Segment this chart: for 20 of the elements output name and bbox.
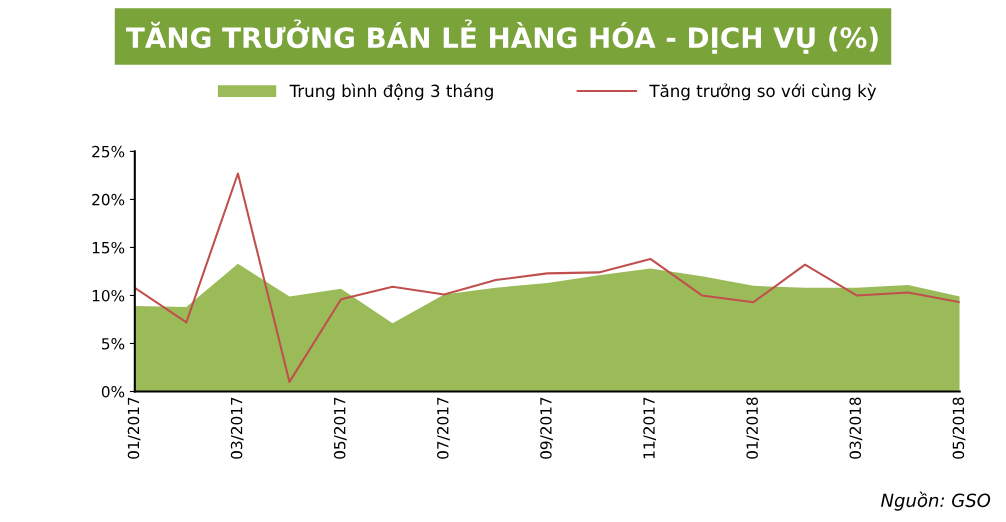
text: Nguồn: GSO [881,491,991,511]
legend-label: Tăng trưởng so với cùng kỳ [649,83,877,101]
chart-title: TĂNG TRƯỞNG BÁN LẺ HÀNG HÓA - DỊCH VỤ (%) [126,19,878,54]
x-tick-label: 09/2017 [540,397,553,459]
line-series [134,172,960,383]
x-tick-label: 05/2017 [333,397,347,459]
x-tick-label: 05/2018 [952,397,966,459]
y-tick-label: 5% [102,337,125,350]
x-tick-label: 07/2017 [437,397,450,459]
y-tick-label: 10% [92,289,125,302]
y-tick-label: 0% [101,385,125,398]
x-tick-label: 01/2017 [127,397,141,459]
x-tick-label: 03/2017 [230,397,244,459]
x-tick-label: 11/2017 [643,397,657,459]
y-tick-label: 25% [92,145,125,158]
legend-label: Trung bình động 3 tháng [289,83,493,101]
x-tick-label: 01/2018 [746,397,760,459]
y-tick-label: 20% [92,193,125,206]
y-tick-label: 15% [92,241,125,254]
x-tick-label: 03/2018 [849,397,863,459]
